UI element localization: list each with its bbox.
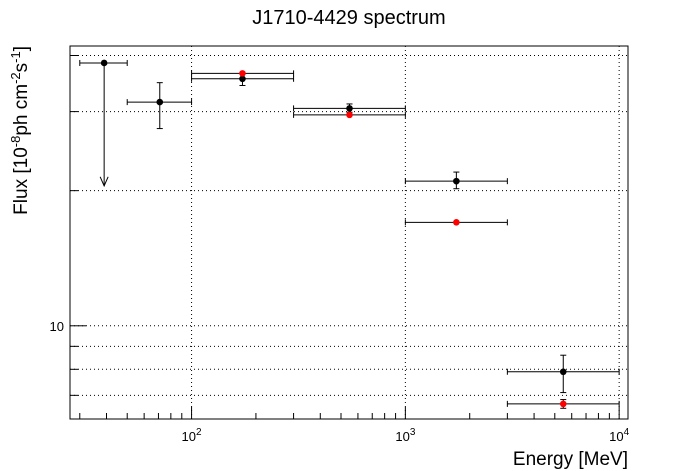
data-point <box>506 399 620 409</box>
data-point <box>191 70 295 77</box>
upper-limit-arrow <box>99 176 109 188</box>
marker <box>453 219 460 226</box>
marker <box>559 368 567 376</box>
axis-ticks <box>70 55 620 419</box>
data-point <box>506 354 620 394</box>
data-point <box>293 103 406 113</box>
data-point <box>404 219 508 226</box>
marker <box>346 111 353 119</box>
marker <box>346 105 353 112</box>
marker <box>100 59 108 67</box>
chart-title: J1710-4429 spectrum <box>252 7 445 29</box>
marker <box>239 70 246 77</box>
marker <box>239 75 246 83</box>
tick-labels: 102 103 104 10 <box>50 319 630 444</box>
plot-frame <box>69 45 629 420</box>
y-axis-label: Flux [10-8ph cm-2s-1] <box>8 46 32 215</box>
x-tick-label: 103 <box>395 427 415 444</box>
x-tick-label: 102 <box>182 427 202 444</box>
data-point <box>404 171 508 190</box>
grid <box>70 46 628 419</box>
marker <box>453 177 460 185</box>
data-point <box>79 59 128 188</box>
x-tick-label: 104 <box>609 427 629 444</box>
data-point <box>293 111 406 119</box>
y-tick-label: 10 <box>50 319 64 334</box>
x-axis-label: Energy [MeV] <box>513 449 628 470</box>
data-marks <box>79 59 620 409</box>
marker <box>156 98 164 106</box>
marker <box>559 400 567 408</box>
data-point <box>126 82 193 130</box>
data-point <box>191 71 295 86</box>
